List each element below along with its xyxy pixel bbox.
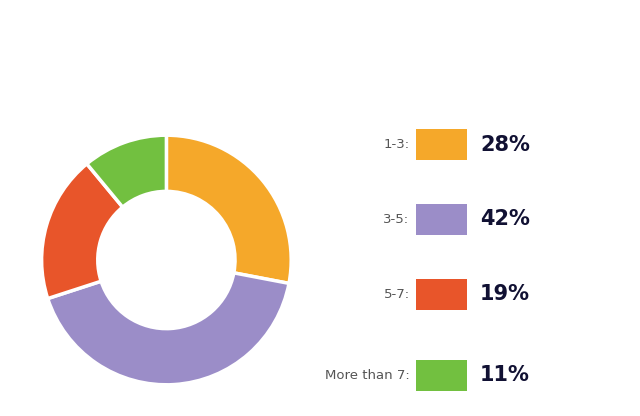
FancyBboxPatch shape xyxy=(416,204,467,235)
Text: 19%: 19% xyxy=(480,284,530,305)
Wedge shape xyxy=(48,273,289,385)
Text: ENGAGING WITH A SALESPERSON WHEN YOU ARE MAKING A PURCHASE DECISION?: ENGAGING WITH A SALESPERSON WHEN YOU ARE… xyxy=(16,68,640,82)
Text: 3-5:: 3-5: xyxy=(383,213,410,226)
Text: More than 7:: More than 7: xyxy=(325,369,410,382)
Text: 5-7:: 5-7: xyxy=(383,288,410,301)
FancyBboxPatch shape xyxy=(416,360,467,391)
Text: 11%: 11% xyxy=(480,365,530,386)
FancyBboxPatch shape xyxy=(416,129,467,160)
Text: 42%: 42% xyxy=(480,209,530,230)
Text: HOW MANY PIECES OF CONTENT HAVE YOU TYPICALLY CONSUMED BEFORE: HOW MANY PIECES OF CONTENT HAVE YOU TYPI… xyxy=(16,24,589,38)
Wedge shape xyxy=(42,164,123,299)
Text: 1-3:: 1-3: xyxy=(383,138,410,151)
Wedge shape xyxy=(166,135,291,283)
FancyBboxPatch shape xyxy=(416,279,467,310)
Text: 28%: 28% xyxy=(480,134,530,155)
Wedge shape xyxy=(87,135,166,207)
